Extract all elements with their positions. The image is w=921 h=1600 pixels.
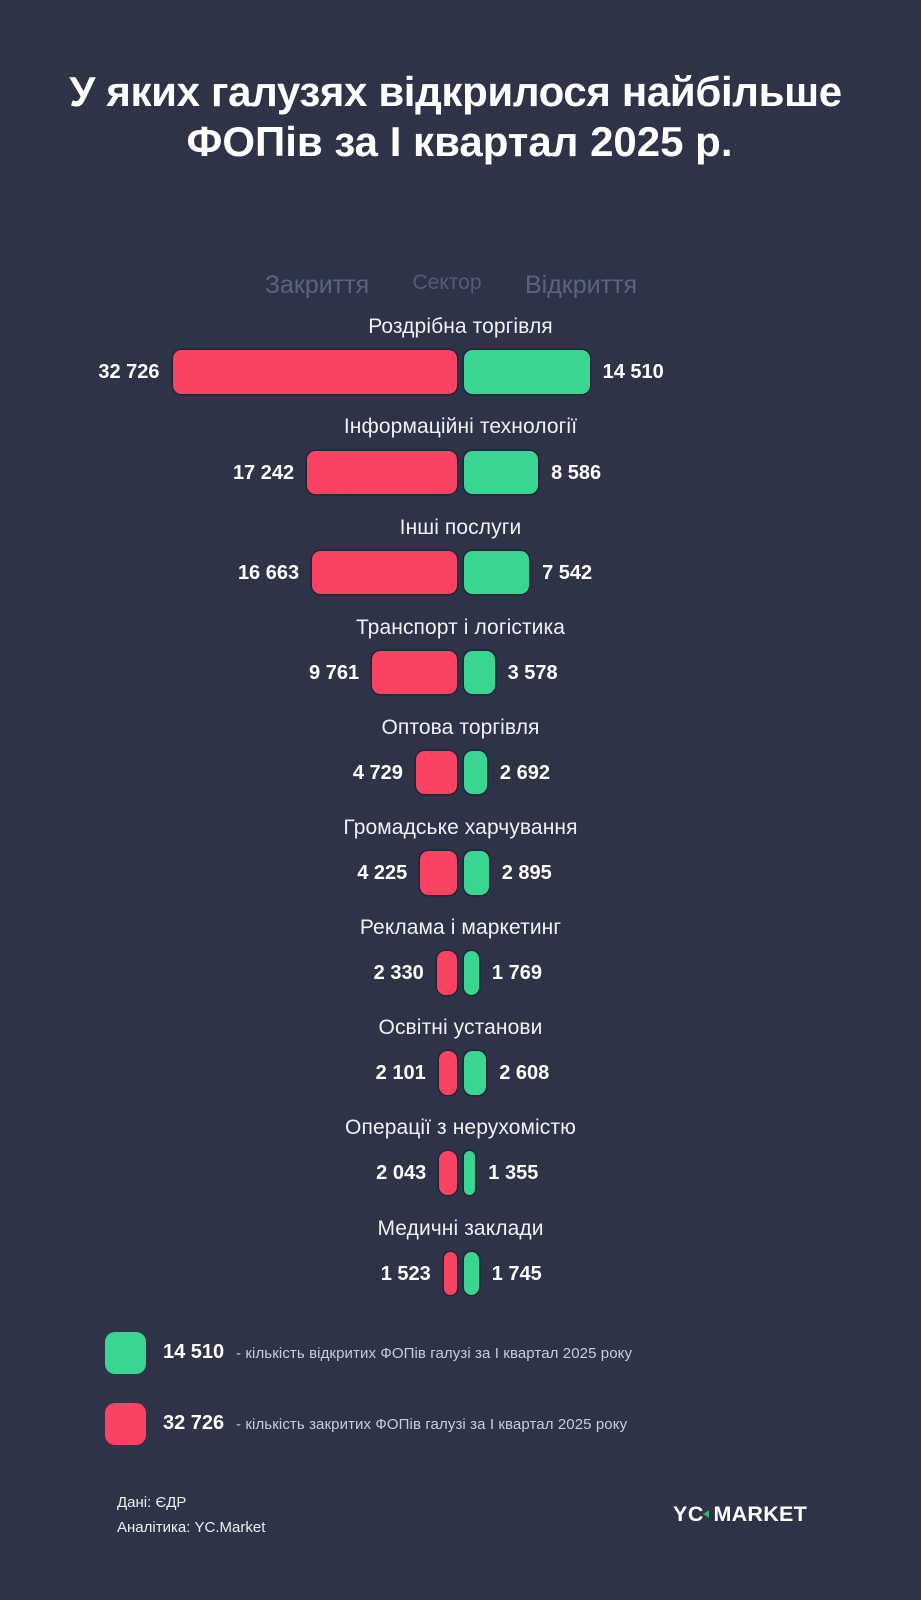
svg-text:MARKET: MARKET xyxy=(714,1502,807,1526)
svg-text:YC: YC xyxy=(673,1502,704,1526)
